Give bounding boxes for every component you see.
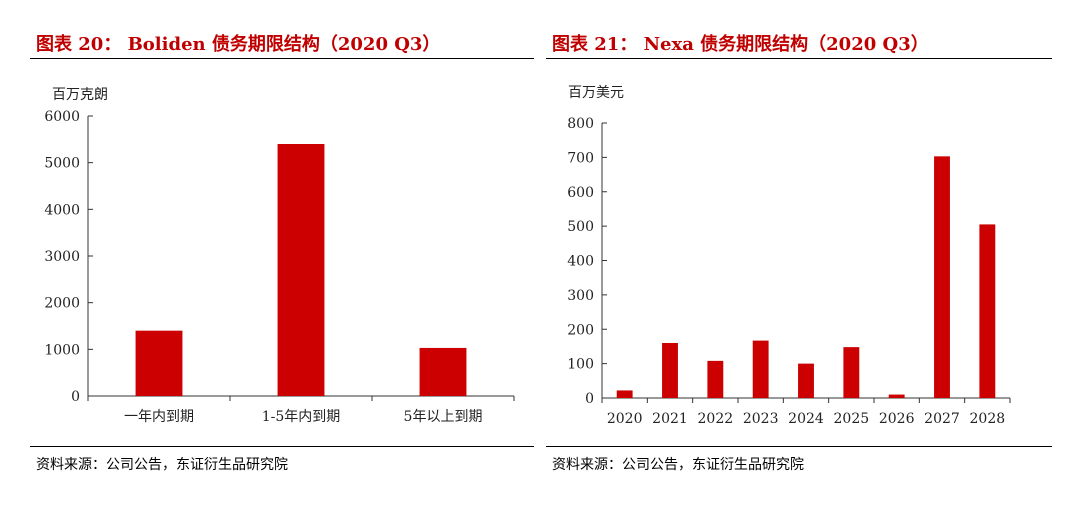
chart-panel-nexa: 图表 21： Nexa 债务期限结构（2020 Q3） 百万美元 0 100 200 3…: [546, 0, 1052, 512]
bottom-rule: [546, 446, 1052, 447]
bar: [707, 360, 724, 398]
source-note: 资料来源：公司公告，东证衍生品研究院: [36, 457, 288, 473]
x-tick-label: 1-5年内到期: [262, 409, 341, 425]
bar: [277, 144, 325, 396]
x-tick-label: 2026: [879, 411, 915, 427]
x-tick-label: 2025: [834, 411, 870, 427]
bar: [419, 347, 467, 396]
y-tick-label: 100: [567, 357, 594, 373]
top-rule: [30, 58, 534, 59]
bar: [888, 394, 905, 398]
bar: [934, 156, 950, 398]
x-tick-label: 2028: [970, 411, 1006, 427]
y-tick-label: 300: [567, 288, 594, 304]
y-tick-label: 5000: [44, 156, 80, 172]
bar: [979, 224, 996, 398]
chart-panel-boliden: 图表 20： Boliden 债务期限结构（2020 Q3） 百万克朗 0 1000…: [30, 0, 534, 512]
top-rule: [546, 58, 1052, 59]
y-tick-label: 2000: [44, 296, 80, 312]
bar: [662, 343, 678, 398]
bar: [616, 390, 633, 398]
y-tick-label: 0: [71, 389, 80, 405]
bar-chart-boliden: 百万克朗 0 1000 2000 3000 4000 5000 6000 一年内到期 1-5年内到…: [44, 87, 515, 425]
y-tick-label: 800: [567, 116, 594, 132]
x-tick-label: 5年以上到期: [404, 409, 483, 425]
bar: [752, 340, 769, 398]
figure-title: 图表 21： Nexa 债务期限结构（2020 Q3）: [552, 34, 929, 55]
x-tick-label: 一年内到期: [124, 409, 194, 425]
y-tick-label: 700: [567, 150, 594, 166]
x-tick-label: 2027: [924, 411, 960, 427]
x-tick-label: 2021: [652, 411, 688, 427]
bottom-rule: [30, 446, 534, 447]
y-tick-label: 500: [567, 219, 594, 235]
y-tick-label: 600: [567, 185, 594, 201]
bar: [798, 363, 814, 398]
x-tick-label: 2024: [788, 411, 824, 427]
x-tick-label: 2023: [743, 411, 779, 427]
y-tick-label: 400: [567, 254, 594, 270]
y-tick-label: 4000: [44, 202, 80, 218]
y-tick-label: 3000: [44, 249, 80, 265]
y-tick-label: 200: [567, 322, 594, 338]
bar: [135, 330, 183, 396]
figure-title: 图表 20： Boliden 债务期限结构（2020 Q3）: [36, 34, 441, 55]
bar-chart-nexa: 百万美元 0 100 200 300 400 500 600 700 800 2020 2021 202…: [567, 85, 1011, 427]
y-tick-label: 1000: [44, 342, 80, 358]
bar: [843, 347, 860, 398]
unit-label: 百万美元: [568, 85, 624, 101]
source-note: 资料来源：公司公告，东证衍生品研究院: [552, 457, 804, 473]
y-tick-label: 0: [585, 391, 594, 407]
y-tick-label: 6000: [44, 109, 80, 125]
unit-label: 百万克朗: [52, 87, 108, 103]
x-tick-label: 2020: [607, 411, 643, 427]
x-tick-label: 2022: [698, 411, 734, 427]
